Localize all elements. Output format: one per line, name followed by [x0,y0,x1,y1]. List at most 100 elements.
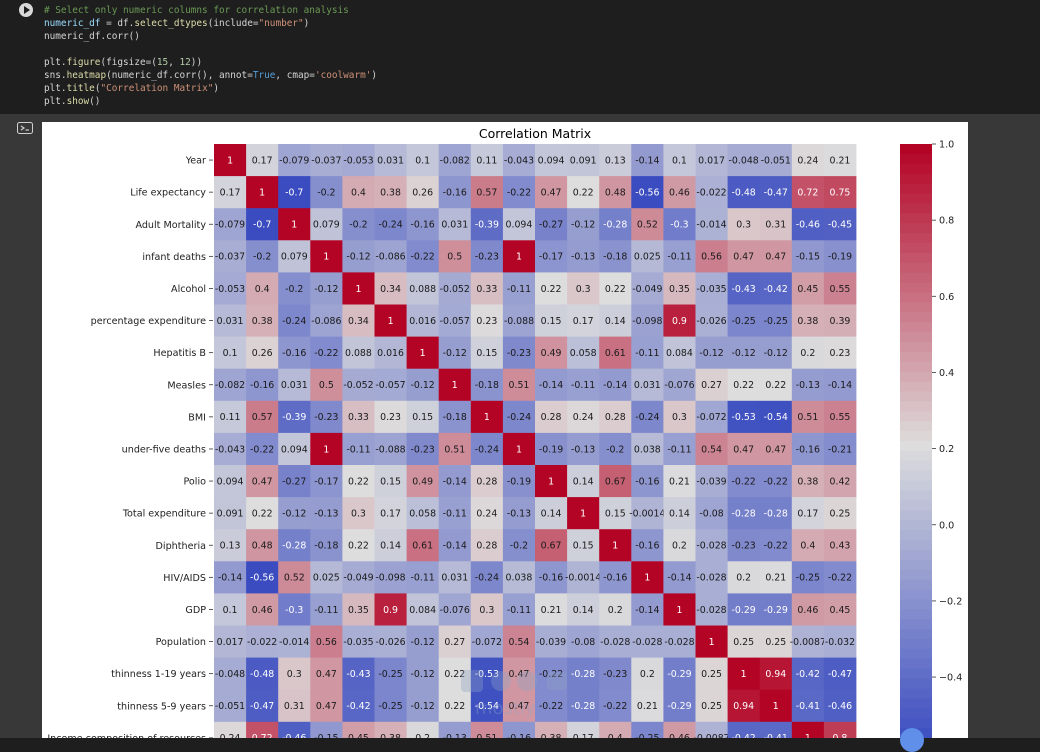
heatmap-cell [631,272,664,305]
cell-annotation: -0.56 [250,573,274,584]
heatmap-cell [470,272,504,305]
heatmap-cell [470,721,504,738]
cell-annotation: 0.9 [672,316,687,327]
heatmap-cell [278,465,311,498]
heatmap-cell [631,529,664,562]
colorbar-segment [900,609,932,620]
cell-annotation: -0.21 [828,444,852,455]
heatmap-cell [342,272,375,305]
heatmap-cell [631,657,664,691]
cell-annotation: -0.052 [343,380,373,391]
heatmap-cell [567,304,600,337]
heatmap-cell [214,561,247,594]
heatmap-cell [535,240,568,273]
cell-annotation: 0.35 [669,284,690,295]
run-cell-button[interactable] [19,3,33,17]
cell-annotation: -0.11 [314,605,338,616]
colorbar-segment [900,292,932,303]
colorbar-segment [900,371,932,383]
heatmap-cell [438,657,472,691]
heatmap-cell [278,529,311,562]
heatmap-cell [535,625,568,658]
cell-annotation: 0.15 [476,348,497,359]
cell-annotation: 1 [227,155,233,166]
cell-annotation: -0.14 [539,380,563,391]
heatmap-cell [823,336,857,370]
heatmap-cell [502,465,536,498]
cell-annotation: -0.11 [507,284,531,295]
heatmap-cell [502,240,536,273]
colorbar-segment [900,500,932,511]
colorbar-tick-label: 0.2 [939,444,954,455]
cell-annotation: -0.22 [507,187,531,198]
cell-annotation: 0.31 [284,701,305,712]
cell-annotation: 0.31 [765,220,786,231]
code-token: heatmap [66,70,107,81]
cell-annotation: -0.25 [796,573,820,584]
heatmap-cell [695,176,728,209]
cell-annotation: 0.058 [409,508,436,519]
heatmap-cell [599,657,632,691]
heatmap-cell [631,721,664,738]
colorbar-segment [900,559,932,571]
heatmap-cell [406,272,440,305]
cell-annotation: -0.48 [250,669,274,680]
code-token: figure [66,57,101,68]
cell-annotation: -0.15 [314,733,338,738]
colorbar-segment [900,282,932,294]
code-token: title [66,83,95,94]
heatmap-cell [406,304,440,337]
cell-annotation: 0.67 [541,541,562,552]
cell-annotation: -0.08 [699,508,723,519]
row-label: Polio [183,477,206,488]
cell-annotation: -0.088 [375,444,405,455]
heatmap-cell [374,657,407,691]
heatmap-cell [727,272,761,305]
cell-annotation: 0.21 [765,573,786,584]
cell-annotation: 0.088 [345,348,372,359]
heatmap-cell [727,625,761,658]
cell-annotation: -0.22 [603,701,627,712]
colorbar-segment [900,381,932,393]
heatmap-cell [470,529,504,562]
row-label: percentage expenditure [91,316,206,327]
cell-annotation: 1 [805,733,811,738]
output-toggle-icon[interactable] [17,122,33,134]
heatmap-cell [599,304,632,337]
cell-annotation: -0.037 [311,155,341,166]
cell-annotation: -0.18 [443,412,467,423]
heatmap-cell [470,593,504,626]
row-label: Hepatitis B [153,348,206,359]
heatmap-cell [502,304,536,337]
code-token: "Correlation Matrix" [100,83,214,94]
heatmap-cell [599,432,632,466]
cell-annotation: 1 [516,252,522,263]
code-editor[interactable]: # Select only numeric columns for correl… [44,4,377,108]
cell-annotation: 0.25 [701,669,722,680]
heatmap-cell [631,561,664,594]
heatmap-cell [214,304,247,337]
cell-annotation: -0.14 [443,541,467,552]
code-cell[interactable]: # Select only numeric columns for correl… [0,0,1040,114]
cell-annotation: 0.091 [217,508,244,519]
heatmap-cell [567,689,600,723]
colorbar-segment [900,391,932,402]
heatmap-cell [727,529,761,562]
heatmap-cell [663,208,696,241]
heatmap-cell [823,400,857,434]
cell-annotation: 0.5 [319,380,334,391]
cell-annotation: -0.16 [443,187,467,198]
cell-annotation: -0.16 [250,380,274,391]
cell-annotation: 0.26 [412,187,433,198]
heatmap-cell [214,176,247,209]
heatmap-cell [695,625,728,658]
heatmap-cell [695,400,728,434]
cell-annotation: 0.1 [415,155,430,166]
heatmap-cell [406,625,440,658]
cell-annotation: -0.16 [507,733,531,738]
cell-annotation: -0.13 [571,252,595,263]
scroll-to-bottom-button[interactable] [900,728,924,752]
cell-annotation: 0.14 [573,605,594,616]
cell-annotation: -0.23 [732,541,756,552]
cell-annotation: -0.051 [215,701,245,712]
